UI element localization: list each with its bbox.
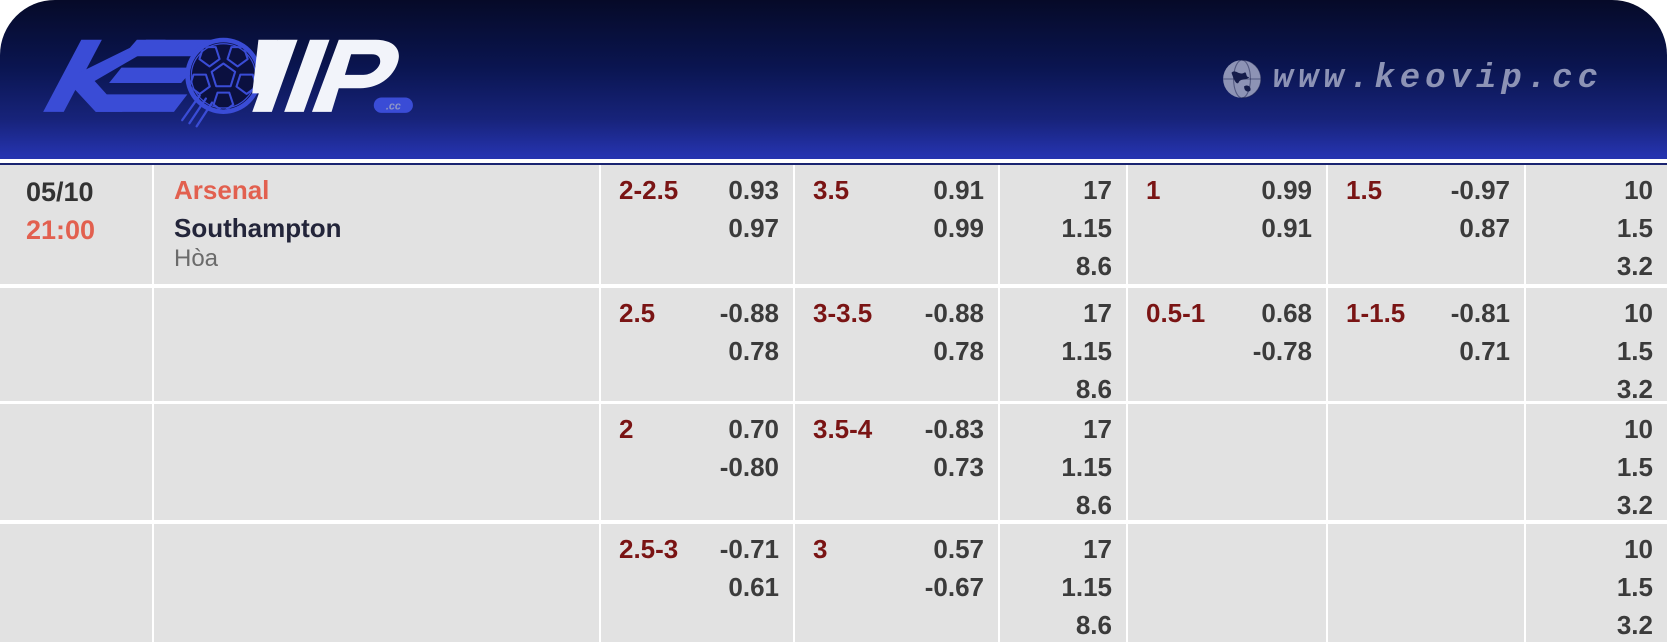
svg-text:.cc: .cc (386, 100, 401, 112)
